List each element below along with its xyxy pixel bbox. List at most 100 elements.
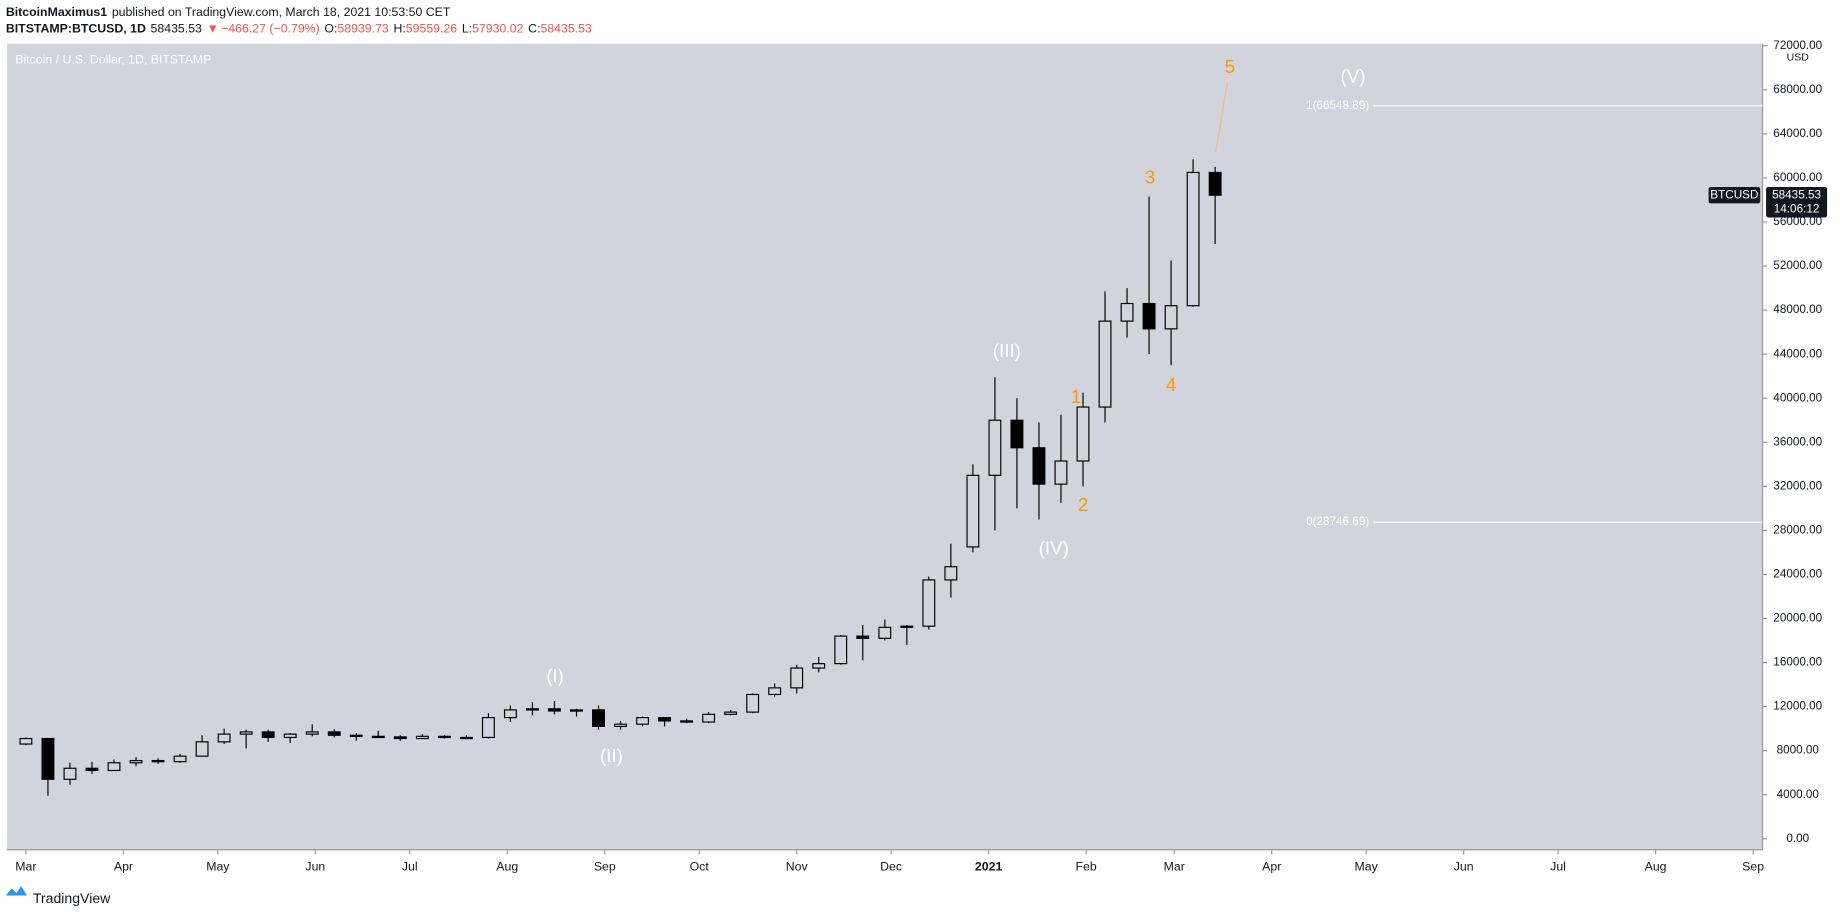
y-tick-label: 48000.00 — [1773, 303, 1822, 316]
price-tag-bg — [1766, 186, 1828, 218]
candle-body — [503, 709, 517, 719]
x-tick-label: Apr — [114, 860, 133, 874]
candle-body — [768, 687, 782, 696]
candle-body — [988, 419, 1002, 476]
candle-body — [261, 731, 275, 739]
candle-body — [1120, 302, 1134, 322]
y-tick-label: 64000.00 — [1773, 127, 1822, 140]
wave-label: 4 — [1166, 374, 1176, 395]
price-tag-countdown: 14:06:12 — [1774, 202, 1820, 215]
candle-body — [41, 737, 55, 780]
x-tick-label: Dec — [880, 860, 902, 874]
ohlc-value: 57930.02 — [472, 22, 524, 36]
candle-body — [1010, 419, 1024, 449]
wave-label: 2 — [1078, 494, 1088, 515]
candle-body — [415, 735, 429, 740]
y-tick-label: 8000.00 — [1777, 744, 1820, 757]
x-tick-label: May — [1355, 860, 1379, 874]
candle-body — [107, 762, 121, 772]
last: 58435.53 — [151, 22, 203, 36]
fib-label: 1(66548.89) — [1306, 99, 1369, 112]
candle-body — [481, 717, 495, 739]
footer-brand: TradingView — [33, 890, 111, 906]
header-line: BitcoinMaximus1 published on TradingView.… — [6, 5, 451, 19]
candle-body — [900, 625, 914, 628]
ohlc-key: H: — [393, 22, 405, 36]
candle-body — [129, 759, 143, 764]
candle-body — [1142, 302, 1156, 330]
candle-body — [1186, 171, 1200, 307]
candle-body — [239, 731, 253, 735]
x-tick-label: Nov — [786, 860, 809, 874]
chart-title: Bitcoin / U.S. Dollar, 1D, BITSTAMP — [15, 52, 211, 66]
candle-body — [63, 767, 77, 780]
price-tag-symbol: BTCUSD — [1710, 188, 1758, 201]
x-tick-label: Jul — [1550, 860, 1566, 874]
x-tick-label: Jul — [402, 860, 418, 874]
y-tick-label: 56000.00 — [1773, 215, 1822, 228]
y-tick-label: 52000.00 — [1773, 259, 1822, 272]
candle-body — [680, 720, 694, 723]
y-tick-label: 60000.00 — [1773, 171, 1822, 184]
wave-label: (I) — [546, 665, 564, 686]
x-tick-label: Feb — [1076, 860, 1097, 874]
wave-label: (III) — [993, 340, 1021, 361]
x-tick-label: Aug — [496, 860, 518, 874]
candle-body — [1098, 320, 1112, 408]
candle-body — [1164, 305, 1178, 330]
x-tick-label: Mar — [15, 860, 36, 874]
wave-label: 1 — [1071, 386, 1081, 407]
candle-body — [856, 635, 870, 639]
candle-body — [393, 736, 407, 740]
candle-body — [371, 735, 385, 739]
y-tick-label: 68000.00 — [1773, 83, 1822, 96]
candle-body — [570, 709, 583, 712]
candle-body — [195, 741, 209, 757]
x-tick-label: May — [206, 860, 230, 874]
change: −466.27 (−0.79%) — [221, 22, 320, 36]
candle-body — [1208, 171, 1222, 196]
candle-body — [658, 717, 672, 722]
candle-body — [327, 731, 341, 736]
candle-body — [283, 733, 297, 739]
candle-body — [217, 733, 231, 743]
ohlc-value: 58435.53 — [540, 22, 592, 36]
candle-body — [944, 566, 958, 581]
candle-body — [459, 736, 473, 740]
candle-body — [548, 708, 561, 712]
candle-body — [966, 474, 980, 548]
ohlc-value: 59559.26 — [406, 22, 458, 36]
candle-body — [636, 717, 650, 725]
candle-body — [724, 711, 738, 715]
candle-body — [85, 767, 99, 772]
symbol: BITSTAMP:BTCUSD, 1D — [6, 22, 146, 36]
y-tick-label: 32000.00 — [1773, 479, 1822, 492]
candle-body — [790, 667, 804, 689]
fib-label: 0(28746.69) — [1306, 515, 1369, 528]
candle-body — [1032, 447, 1046, 485]
y-tick-label: 4000.00 — [1777, 788, 1820, 801]
ohlc-key: L: — [462, 22, 472, 36]
candle-body — [173, 755, 187, 763]
x-tick-label: 2021 — [975, 860, 1003, 874]
x-tick-label: Oct — [690, 860, 710, 874]
candle-body — [834, 635, 848, 665]
x-tick-label: Sep — [1742, 860, 1764, 874]
published: published on TradingView.com, March 18, … — [112, 5, 451, 19]
candle-body — [151, 759, 165, 763]
y-tick-label: 36000.00 — [1773, 435, 1822, 448]
y-tick-label: 72000.00 — [1773, 39, 1822, 52]
candle-body — [437, 735, 451, 739]
header-line: BITSTAMP:BTCUSD, 1D 58435.53 ▼ −466.27 (−0.… — [6, 22, 592, 36]
y-tick-label: 20000.00 — [1773, 612, 1822, 625]
x-tick-label: Mar — [1164, 860, 1185, 874]
candle-body — [1054, 460, 1068, 485]
price-tag-bg — [1708, 186, 1761, 204]
ohlc-value: 58939.73 — [337, 22, 389, 36]
wave-label: 3 — [1145, 166, 1155, 187]
candle-body — [878, 626, 892, 639]
author: BitcoinMaximus1 — [6, 5, 107, 19]
candle-body — [746, 693, 760, 713]
